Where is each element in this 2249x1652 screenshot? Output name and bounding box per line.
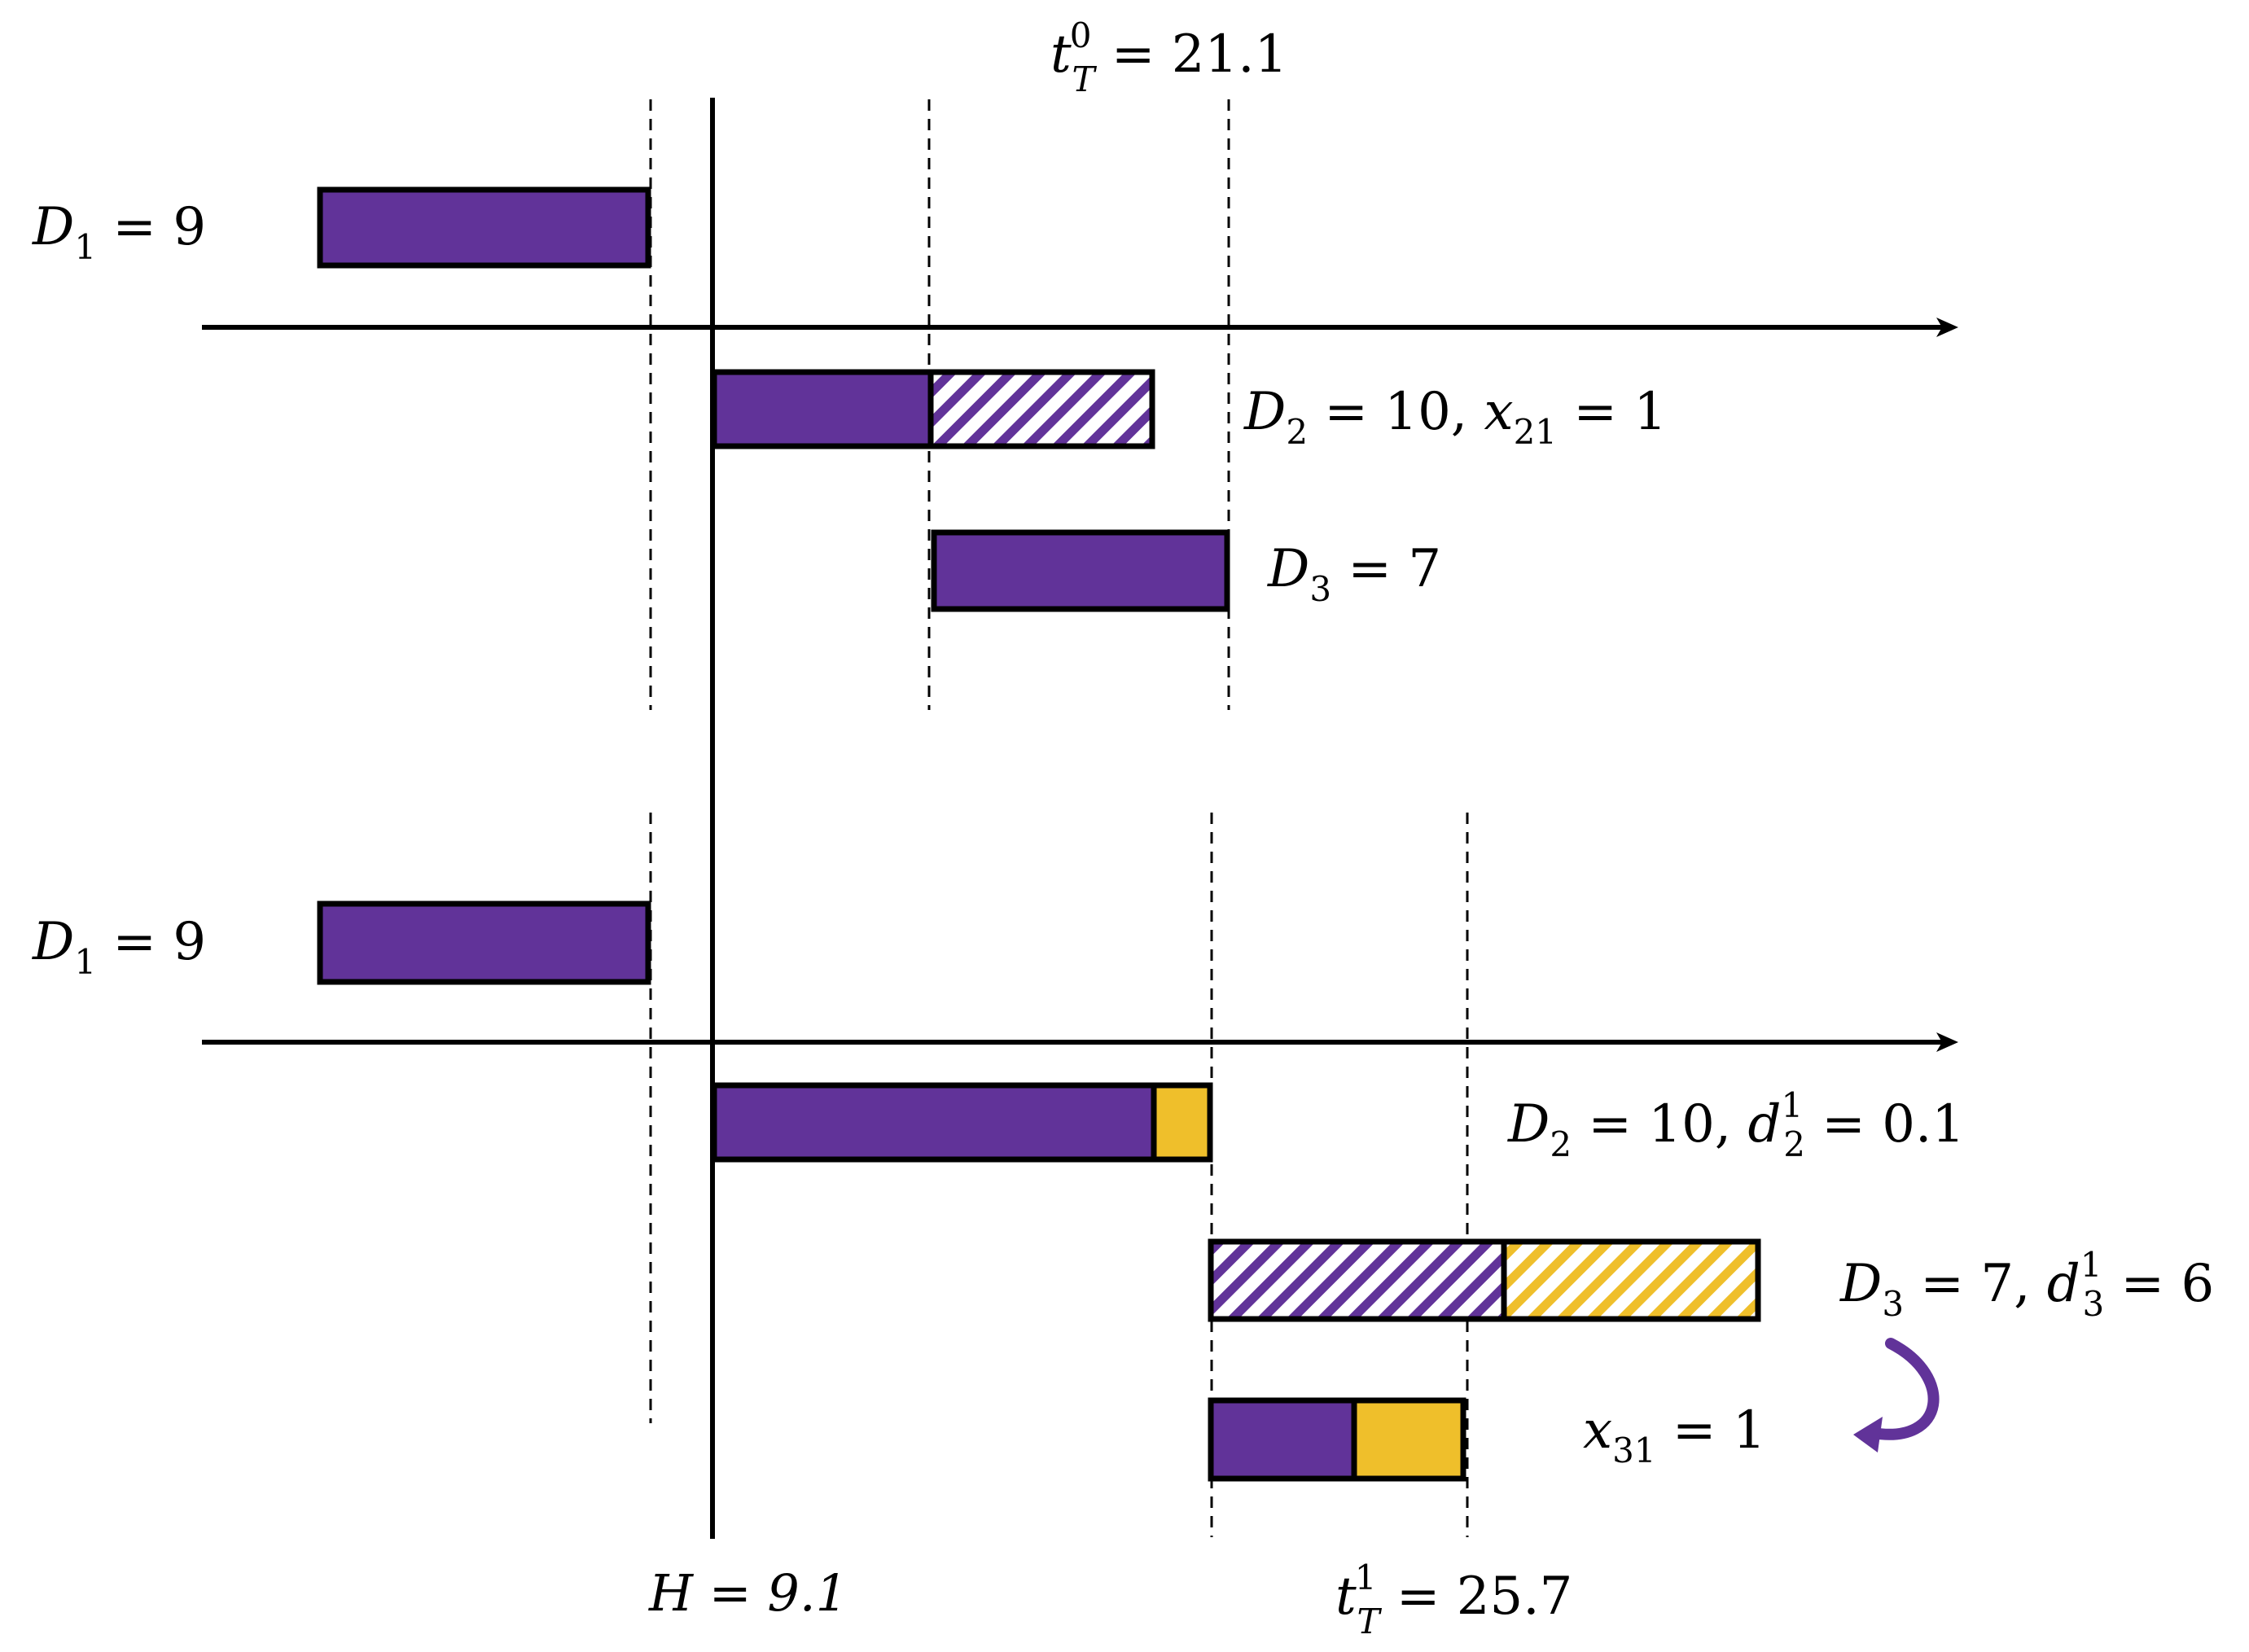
- bottom-x31-label: x31 = 1: [1583, 1400, 1766, 1470]
- top-d2-label: D2 = 10, x21 = 1: [1243, 382, 1667, 452]
- bottom-d3-hatched-yellow-bar: [1501, 1238, 1761, 1322]
- bottom-x31-purple-bar: [1208, 1397, 1357, 1482]
- bottom-d2-label: D2 = 10, d1 2 = 0.1: [1507, 1085, 1965, 1164]
- top-t-label: t0 T = 21.1: [1050, 15, 1287, 99]
- bottom-d1-bar: [317, 900, 651, 985]
- top-d2-hatched-bar: [927, 369, 1155, 449]
- top-d1-label: D1 = 9: [32, 197, 206, 267]
- top-d2-solid-bar: [711, 369, 934, 449]
- bottom-d3-label: D3 = 7, d1 3 = 6: [1839, 1245, 2214, 1324]
- bottom-t-label: t1 T = 25.7: [1335, 1558, 1572, 1641]
- bottom-x31-yellow-bar: [1351, 1397, 1466, 1482]
- bottom-d1-label: D1 = 9: [32, 912, 206, 982]
- top-d1-bar: [317, 186, 651, 269]
- bottom-axis-arrowhead: [1936, 1032, 1958, 1052]
- top-d3-label: D3 = 7: [1267, 539, 1441, 609]
- bottom-d2-yellow-bar: [1151, 1082, 1213, 1163]
- top-axis-arrowhead: [1936, 318, 1958, 337]
- h-label: H = 9.1: [648, 1563, 848, 1623]
- top-d3-bar: [931, 529, 1230, 612]
- curved-arrow-head: [1853, 1417, 1883, 1453]
- curved-arrow-icon: [1867, 1338, 1940, 1440]
- bottom-d3-hatched-purple-bar: [1208, 1238, 1507, 1322]
- bottom-d2-purple-bar: [711, 1082, 1157, 1163]
